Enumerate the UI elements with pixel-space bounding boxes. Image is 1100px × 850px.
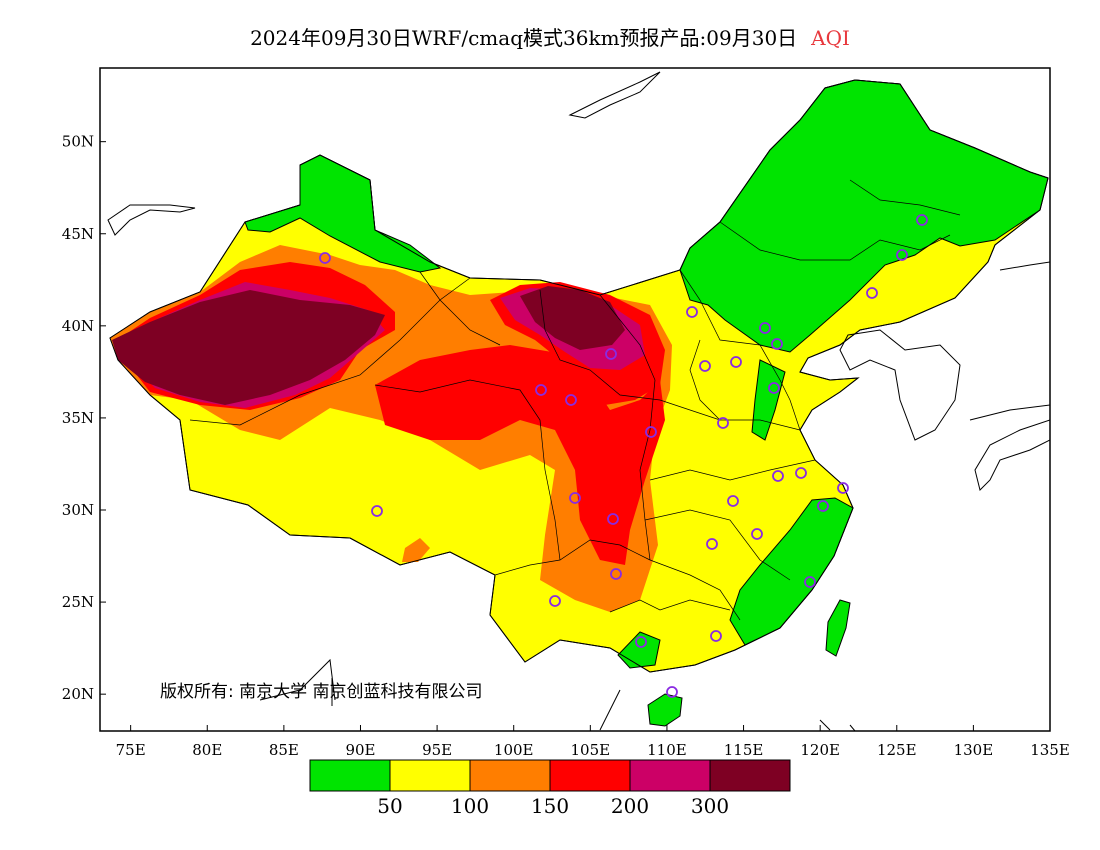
legend-swatch <box>549 759 631 792</box>
station-marker <box>710 630 722 642</box>
lat-tick-label: 40N <box>62 317 94 335</box>
station-marker <box>605 348 617 360</box>
region-orange-spot <box>402 538 430 562</box>
aqi-legend: 50 100 150 200 300 <box>309 759 791 818</box>
station-marker <box>896 249 908 261</box>
region-maroon-north <box>520 286 625 350</box>
station-marker <box>645 426 657 438</box>
station-marker <box>730 356 742 368</box>
station-marker <box>706 538 718 550</box>
lat-tick-label: 25N <box>62 593 94 611</box>
station-marker <box>569 492 581 504</box>
legend-swatch <box>389 759 471 792</box>
station-marker <box>319 252 331 264</box>
region-maroon-west <box>112 290 385 405</box>
legend-label: 50 <box>377 794 402 818</box>
latitude-axis: 50N 45N 40N 35N 30N 25N 20N <box>62 133 106 703</box>
province-boundaries <box>189 179 961 621</box>
lat-tick-label: 20N <box>62 685 94 703</box>
station-marker <box>635 636 647 648</box>
legend-swatch <box>309 759 391 792</box>
station-marker <box>699 360 711 372</box>
station-marker <box>371 505 383 517</box>
map-title: 2024年09月30日WRF/cmaq模式36km预报产品:09月30日 AQI <box>0 22 1100 51</box>
neighbor-outlines <box>107 71 1050 731</box>
legend-swatch <box>709 759 791 792</box>
china-outline <box>109 79 1049 673</box>
station-marker <box>759 322 771 334</box>
legend-label: 300 <box>691 794 729 818</box>
lon-tick-label: 100E <box>494 741 534 759</box>
title-main: 2024年09月30日WRF/cmaq模式36km预报产品:09月30日 <box>250 26 798 50</box>
region-red-central <box>375 345 665 565</box>
lon-tick-label: 115E <box>724 741 764 759</box>
title-variable: AQI <box>811 26 850 50</box>
station-marker <box>817 500 829 512</box>
station-markers <box>319 214 928 698</box>
lon-tick-label: 95E <box>422 741 452 759</box>
station-marker <box>866 287 878 299</box>
station-marker <box>610 568 622 580</box>
lon-tick-label: 130E <box>954 741 994 759</box>
station-marker <box>837 482 849 494</box>
legend-swatch <box>469 759 551 792</box>
station-marker <box>751 528 763 540</box>
station-marker <box>565 394 577 406</box>
legend-label: 100 <box>451 794 489 818</box>
lon-tick-label: 105E <box>571 741 611 759</box>
lon-tick-label: 110E <box>647 741 687 759</box>
station-marker <box>795 467 807 479</box>
hainan-island <box>647 693 683 727</box>
station-marker <box>535 384 547 396</box>
station-marker <box>768 382 780 394</box>
lon-tick-label: 75E <box>116 741 146 759</box>
lon-tick-label: 90E <box>345 741 375 759</box>
station-marker <box>916 214 928 226</box>
legend-swatch <box>629 759 711 792</box>
station-marker <box>717 417 729 429</box>
station-marker <box>771 338 783 350</box>
lon-tick-label: 125E <box>877 741 917 759</box>
copyright-text: 版权所有: 南京大学 南京创蓝科技有限公司 <box>160 682 483 702</box>
station-marker <box>772 470 784 482</box>
station-marker <box>686 306 698 318</box>
aqi-field: 版权所有: 南京大学 南京创蓝科技有限公司 <box>107 71 1050 731</box>
lat-tick-label: 50N <box>62 133 94 151</box>
taiwan-island <box>825 599 851 657</box>
station-marker <box>727 495 739 507</box>
lon-tick-label: 85E <box>269 741 299 759</box>
lon-tick-label: 135E <box>1030 741 1070 759</box>
lat-tick-label: 45N <box>62 225 94 243</box>
station-marker <box>607 513 619 525</box>
station-marker <box>804 576 816 588</box>
legend-label: 200 <box>611 794 649 818</box>
lon-tick-label: 80E <box>192 741 222 759</box>
lat-tick-label: 30N <box>62 501 94 519</box>
legend-label: 150 <box>531 794 569 818</box>
station-marker <box>549 595 561 607</box>
lon-tick-label: 120E <box>800 741 840 759</box>
longitude-axis: 75E 80E 85E 90E 95E 100E 105E 110E 115E 120E 125E 1… <box>116 725 1070 759</box>
lat-tick-label: 35N <box>62 409 94 427</box>
station-marker <box>666 686 678 698</box>
